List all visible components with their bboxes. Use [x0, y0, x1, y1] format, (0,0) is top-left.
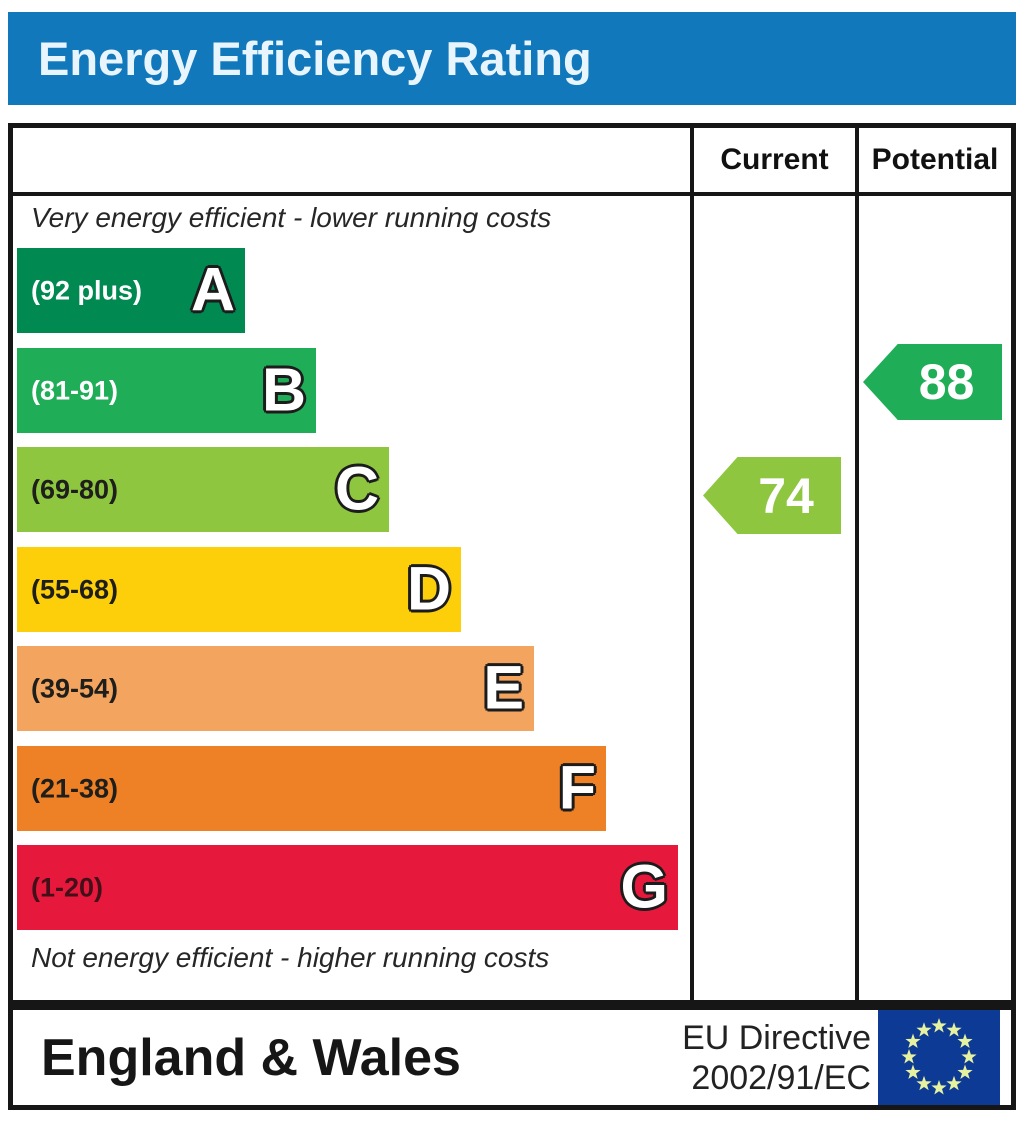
band-g-letter: G: [620, 851, 668, 920]
header-row-divider: [694, 192, 855, 196]
band-f: (21-38) F: [17, 746, 606, 831]
bottom-note: Not energy efficient - higher running co…: [31, 942, 550, 973]
band-f-range: (21-38): [31, 773, 119, 803]
band-c: (69-80) C: [17, 447, 389, 532]
band-e-range: (39-54): [31, 673, 119, 703]
column-divider-potential: [855, 128, 859, 1000]
header-row-divider: [13, 192, 690, 196]
band-f-letter: F: [558, 752, 596, 821]
band-e-letter: E: [483, 652, 524, 721]
band-b: (81-91) B: [17, 348, 316, 433]
current-value: 74: [758, 467, 814, 524]
band-d-range: (55-68): [31, 574, 119, 604]
band-a-range: (92 plus): [31, 275, 143, 305]
band-c-letter: C: [334, 453, 379, 522]
band-g-range: (1-20): [31, 872, 104, 902]
band-c-range: (69-80): [31, 474, 119, 504]
band-e: (39-54) E: [17, 646, 534, 731]
band-a: (92 plus) A: [17, 248, 245, 333]
eu-directive-label: EU Directive 2002/91/EC: [682, 1018, 871, 1098]
eu-flag-icon: [878, 1010, 1000, 1105]
potential-arrow: 88: [863, 344, 1002, 420]
footer: England & Wales EU Directive 2002/91/EC: [8, 1005, 1016, 1110]
band-d-letter: D: [406, 553, 451, 622]
region-label: England & Wales: [41, 1028, 461, 1087]
column-divider-current: [690, 128, 694, 1000]
column-header-current: Current: [720, 143, 829, 176]
band-b-letter: B: [261, 354, 306, 423]
band-d: (55-68) D: [17, 547, 461, 632]
band-a-letter: A: [190, 254, 235, 323]
current-arrow: 74: [703, 457, 841, 534]
title-bar: Energy Efficiency Rating: [8, 12, 1016, 105]
band-g: (1-20) G: [17, 845, 678, 930]
rating-table: Current Potential Very energy efficient …: [8, 123, 1016, 1005]
band-b-range: (81-91): [31, 375, 119, 405]
potential-value: 88: [918, 354, 975, 410]
page-title: Energy Efficiency Rating: [38, 32, 592, 85]
eu-directive-line2: 2002/91/EC: [691, 1058, 871, 1097]
column-header-potential: Potential: [871, 143, 999, 176]
top-note: Very energy efficient - lower running co…: [31, 202, 552, 233]
eu-directive-line1: EU Directive: [682, 1018, 871, 1057]
header-row-divider: [859, 192, 1011, 196]
